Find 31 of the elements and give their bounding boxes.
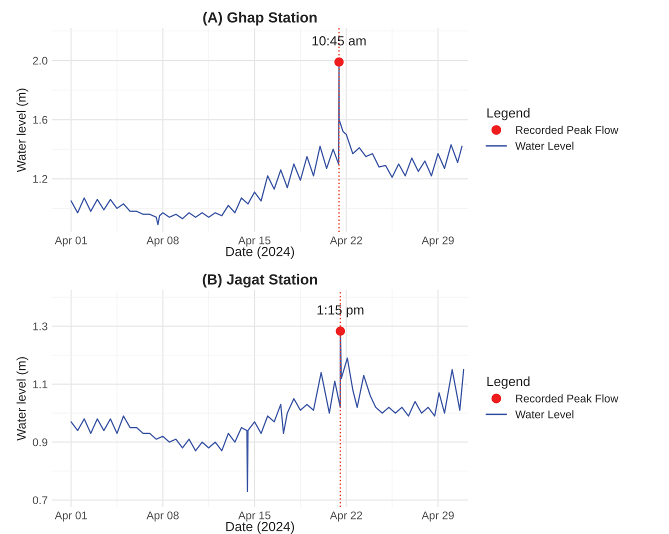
legend-label: Recorded Peak Flow bbox=[516, 126, 618, 134]
x-tick-label: Apr 22 bbox=[330, 236, 362, 247]
y-tick-label: 2.0 bbox=[32, 56, 48, 65]
x-tick-label: Apr 08 bbox=[146, 236, 179, 247]
legend-title: Legend bbox=[487, 376, 530, 389]
x-tick-label: Apr 15 bbox=[238, 512, 270, 522]
annotation: 1:15 pm bbox=[318, 305, 364, 318]
y-tick-label: 1.6 bbox=[33, 116, 48, 124]
legend-label: Water Level bbox=[515, 410, 574, 418]
y-tick-label: 1.3 bbox=[33, 322, 48, 330]
y-tick-label: 1.1 bbox=[33, 380, 48, 388]
legend-label: Water Level bbox=[515, 142, 574, 150]
chart-title: (A) Ghap Station bbox=[203, 12, 317, 26]
x-tick-label: Apr 08 bbox=[146, 511, 179, 522]
legend-title: Legend bbox=[487, 108, 530, 120]
y-tick-label: 1.2 bbox=[33, 175, 48, 183]
y-axis-title: Water level (m) bbox=[16, 88, 28, 172]
x-tick-label: Apr 15 bbox=[238, 236, 270, 247]
x-tick-label: Apr 29 bbox=[422, 511, 454, 522]
legend-label: Recorded Peak Flow bbox=[516, 394, 618, 402]
annotation: 10:45 am bbox=[312, 36, 366, 46]
y-tick-label: 0.7 bbox=[32, 496, 48, 504]
chart-title: (B) Jagat Station bbox=[202, 274, 318, 288]
x-axis-title: Date (2024) bbox=[226, 246, 294, 259]
y-axis-title: Water level (m) bbox=[16, 357, 28, 441]
y-tick-label: 0.9 bbox=[32, 438, 48, 446]
x-tick-label: Apr 01 bbox=[54, 511, 87, 522]
x-axis-title: Date (2024) bbox=[226, 522, 294, 534]
x-tick-label: Apr 22 bbox=[330, 511, 362, 522]
x-tick-label: Apr 29 bbox=[422, 236, 454, 247]
x-tick-label: Apr 01 bbox=[54, 236, 87, 247]
